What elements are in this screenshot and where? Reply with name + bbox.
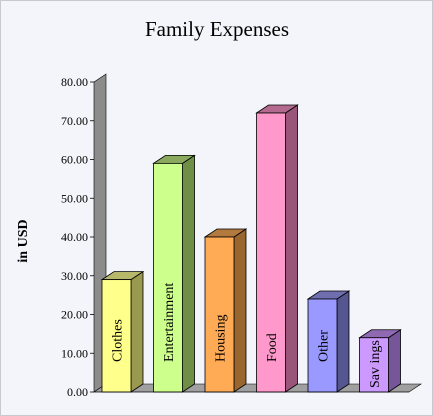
bar-category-label: Food [265, 333, 280, 362]
bar-side [130, 270, 144, 393]
bar-side [233, 228, 247, 393]
y-tick-label: 20.00 [61, 308, 88, 322]
bar-category-label: Sav ings [368, 340, 383, 388]
y-tick-label: 60.00 [61, 153, 88, 167]
bar-category-label: Clothes [111, 319, 126, 362]
bar-side [388, 329, 401, 393]
y-tick-label: 40.00 [61, 230, 88, 244]
bar-category-label: Other [317, 330, 332, 362]
y-tick-label: 50.00 [61, 191, 88, 205]
y-axis-label: in USD [16, 219, 31, 262]
bar [153, 162, 183, 393]
bar-side [182, 154, 195, 393]
bar-category-label: Entertainment [162, 283, 177, 362]
y-tick-label: 80.00 [61, 75, 88, 89]
y-tick-label: 10.00 [61, 346, 88, 360]
bar-category-label: Housing [214, 315, 229, 362]
bar [204, 236, 235, 393]
bar-side [336, 290, 350, 393]
plot-area: 0.00 10.00 20.00 30.00 40.00 50.00 60.00 70.00 8… [61, 73, 422, 399]
bar [101, 279, 132, 393]
y-tick-label: 30.00 [61, 269, 88, 283]
bar-side [285, 104, 298, 393]
bar [359, 337, 389, 393]
y-tick-label: 0.00 [67, 385, 88, 399]
chart-title: Family Expenses [145, 17, 289, 41]
y-tick-label: 70.00 [61, 114, 88, 128]
